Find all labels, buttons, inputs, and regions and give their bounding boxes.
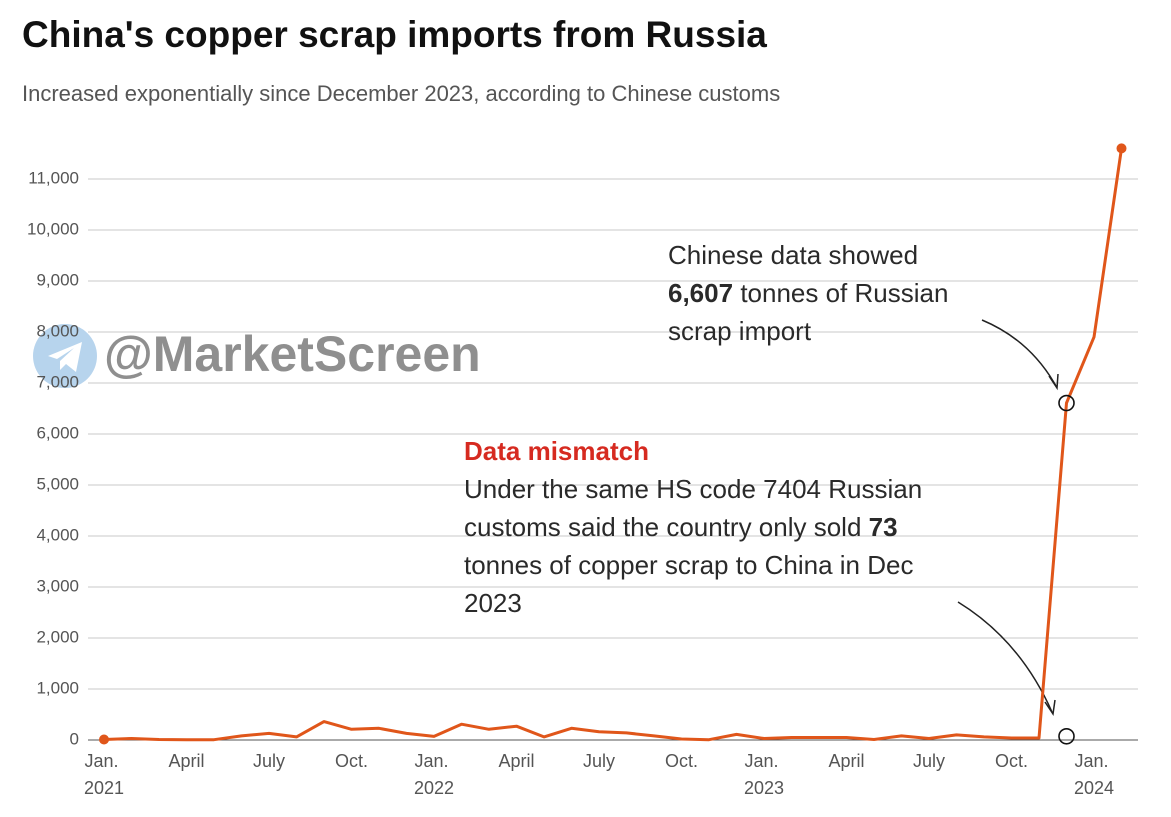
y-tick-label: 0	[70, 729, 79, 748]
y-tick-label: 5,000	[36, 474, 79, 493]
annotation-value: 73	[868, 512, 898, 542]
watermark: @MarketScreen	[33, 324, 481, 388]
arrow	[957, 601, 1053, 713]
y-tick-label: 7,000	[36, 372, 79, 391]
x-tick-label: Jan. 2023	[744, 751, 784, 798]
x-tick-label: July	[913, 751, 945, 771]
annotation-text: Under the same HS code 7404 Russian cust…	[464, 474, 923, 542]
annotation-text: tonnes of copper scrap to China in Dec 2…	[464, 550, 914, 618]
y-tick-label: 2,000	[36, 627, 79, 646]
arrowhead	[1048, 373, 1059, 391]
y-tick-label: 4,000	[36, 525, 79, 544]
telegram-icon	[33, 324, 97, 388]
annotation-value: 6,607	[668, 278, 734, 308]
x-tick-label: Oct.	[995, 751, 1028, 771]
annotation-marker	[1058, 727, 1075, 745]
y-tick-label: 9,000	[36, 270, 79, 289]
x-tick-label: April	[828, 751, 864, 771]
y-tick-label: 10,000	[27, 219, 79, 238]
annotation-heading: Data mismatch	[464, 436, 649, 466]
x-tick-label: July	[253, 751, 285, 771]
annotation-text: tonnes of Russian scrap import	[668, 278, 949, 346]
x-tick-label: April	[498, 751, 534, 771]
end-dot	[1116, 143, 1127, 154]
arrow	[981, 319, 1057, 387]
annotation-marker	[1058, 394, 1075, 412]
chart-title: China's copper scrap imports from Russia	[22, 14, 767, 55]
x-tick-label: Jan. 2024	[1074, 751, 1114, 798]
line	[103, 148, 1123, 742]
x-tick-label: Oct.	[665, 751, 698, 771]
y-tick-label: 11,000	[28, 168, 79, 187]
x-tick-label: Jan. 2022	[414, 751, 454, 798]
x-tick-label: Jan. 2021	[84, 751, 124, 798]
y-tick-label: 1,000	[36, 678, 79, 697]
watermark-text: @MarketScreen	[104, 326, 481, 382]
x-tick-label: July	[583, 751, 615, 771]
y-tick-label: 3,000	[36, 576, 79, 595]
start-dot	[99, 734, 109, 745]
annotation: Data mismatch Under the same HS code 740…	[464, 432, 964, 622]
x-tick-label: April	[168, 751, 204, 771]
y-tick-label: 6,000	[36, 423, 79, 442]
x-tick-label: Oct.	[335, 751, 368, 771]
y-tick-label: 8,000	[36, 321, 79, 340]
annotation-text: Chinese data showed	[668, 240, 919, 270]
chart-subtitle: Increased exponentially since December 2…	[22, 81, 780, 106]
annotation: Chinese data showed 6,607 tonnes of Russ…	[668, 236, 988, 350]
telegram-plane	[48, 342, 82, 372]
arrowhead	[1044, 699, 1056, 717]
